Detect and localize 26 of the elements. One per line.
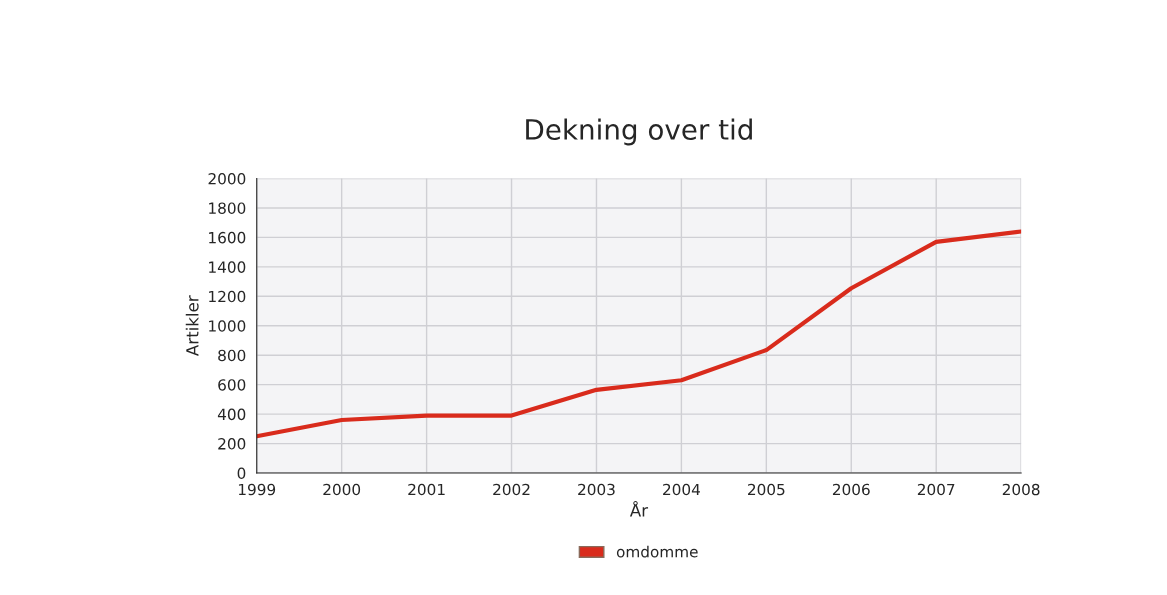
x-tick-label: 1999 [238, 483, 276, 496]
x-tick-label: 2003 [578, 483, 615, 496]
x-tick-label: 2004 [663, 483, 700, 496]
y-tick-label: 400 [217, 408, 246, 421]
x-axis-title: År [629, 500, 649, 517]
y-tick-label: 1800 [209, 202, 246, 214]
y-tick-label: 0 [237, 467, 246, 480]
x-tick-label: 2005 [748, 483, 785, 496]
y-tick-label: 1200 [209, 290, 246, 303]
y-tick-label: 2000 [208, 172, 246, 185]
x-tick-label: 2001 [408, 483, 445, 496]
line-series [256, 229, 1022, 439]
y-tick-label: 1600 [209, 231, 246, 244]
x-tick-label: 2002 [493, 483, 530, 496]
x-tick-label: 2007 [917, 483, 955, 496]
legend-label: omdomme [616, 545, 698, 558]
y-tick-label: 200 [218, 438, 246, 450]
x-tick-label: 2008 [1002, 483, 1040, 496]
y-tick-label: 600 [218, 379, 246, 391]
y-tick-label: 1400 [209, 261, 246, 273]
y-tick-label: 1000 [209, 320, 246, 332]
chart-title: Dekning over tid [526, 118, 752, 146]
x-tick-label: 2000 [323, 483, 361, 496]
y-tick-label: 800 [218, 349, 246, 362]
x-tick-label: 2006 [832, 483, 870, 496]
y-axis-title: Artikler [185, 295, 199, 357]
